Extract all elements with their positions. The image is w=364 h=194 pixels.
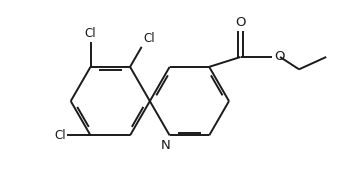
Text: O: O bbox=[274, 50, 285, 63]
Text: Cl: Cl bbox=[85, 28, 96, 41]
Text: Cl: Cl bbox=[54, 129, 66, 142]
Text: O: O bbox=[235, 16, 246, 29]
Text: N: N bbox=[161, 139, 170, 152]
Text: Cl: Cl bbox=[143, 32, 155, 45]
